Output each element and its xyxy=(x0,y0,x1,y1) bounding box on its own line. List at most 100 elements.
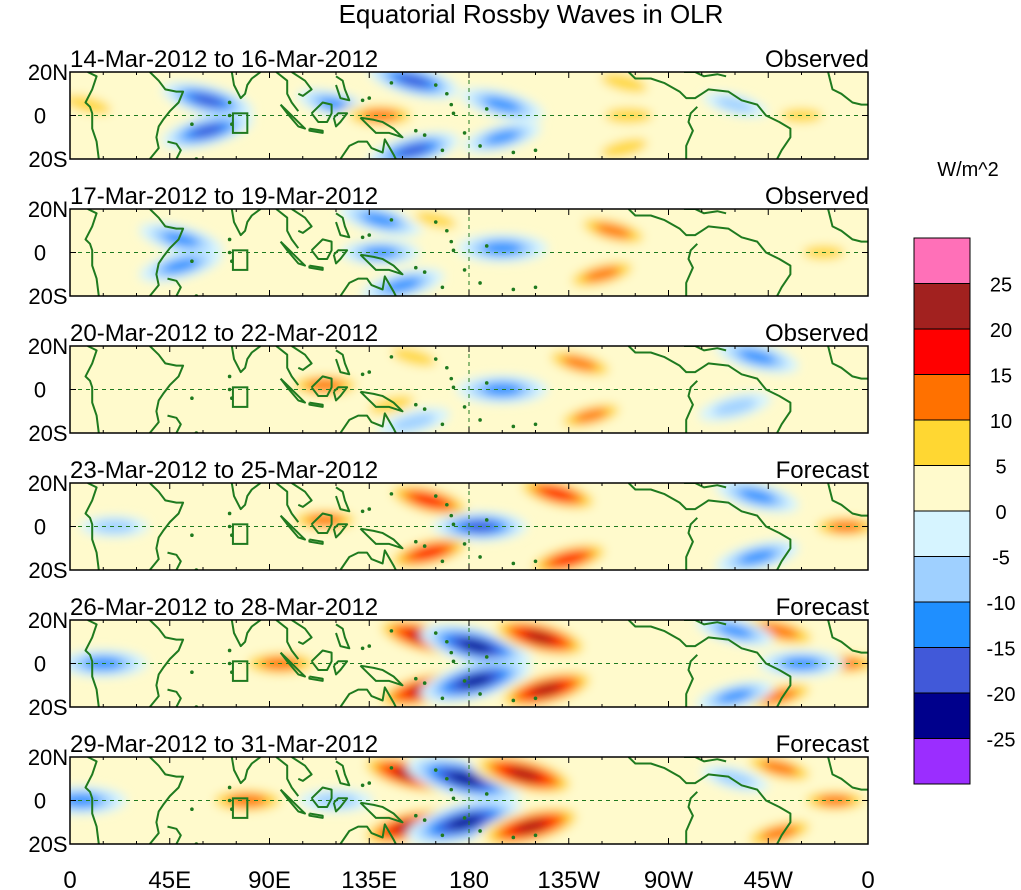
coastline xyxy=(230,620,262,648)
olr-anomaly-positive xyxy=(594,223,632,239)
colorbar-label: -20 xyxy=(987,684,1016,706)
y-tick-label: 0 xyxy=(34,378,46,403)
island xyxy=(422,407,427,411)
coastline xyxy=(279,651,306,678)
olr-anomaly-positive xyxy=(601,73,648,93)
island xyxy=(190,396,194,401)
colorbar-swatch xyxy=(913,374,971,421)
island xyxy=(462,679,467,683)
island xyxy=(449,239,454,244)
olr-anomaly-negative xyxy=(715,96,755,113)
island xyxy=(422,133,427,137)
colorbar-label: 15 xyxy=(990,366,1012,388)
y-tick-label: 0 xyxy=(34,652,46,677)
coastline xyxy=(291,620,313,645)
olr-anomaly-negative xyxy=(459,639,492,653)
coastline xyxy=(827,757,868,791)
island xyxy=(389,492,394,496)
olr-anomaly-negative xyxy=(383,277,422,293)
coastline xyxy=(84,757,100,844)
coastline xyxy=(359,664,404,687)
panel-status: Observed xyxy=(765,183,869,210)
olr-anomaly-negative xyxy=(717,689,753,704)
coastline xyxy=(230,72,262,100)
coastline xyxy=(335,623,351,650)
coastline xyxy=(627,483,792,570)
coastline xyxy=(684,620,727,626)
olr-anomaly-positive xyxy=(541,487,574,501)
olr-anomaly-negative xyxy=(191,124,224,138)
island xyxy=(478,418,482,422)
coastline xyxy=(308,401,324,408)
colorbar-label: -15 xyxy=(987,639,1016,661)
coastline xyxy=(275,483,300,523)
coastline xyxy=(332,249,349,265)
island xyxy=(533,422,538,427)
island xyxy=(440,559,445,564)
olr-anomaly-positive xyxy=(828,520,864,533)
olr-anomaly-negative xyxy=(714,770,756,787)
coastline xyxy=(84,483,100,570)
island xyxy=(511,835,516,840)
index-box xyxy=(231,249,249,271)
island xyxy=(449,376,454,381)
coastline xyxy=(230,346,262,374)
x-tick-label: 0 xyxy=(63,867,76,890)
coastline xyxy=(84,620,100,707)
colorbar: 25 20 15 10 5 0 -5 -10 -15 -20 -25 xyxy=(913,237,1016,785)
coastline xyxy=(291,346,313,371)
coastline xyxy=(310,512,333,534)
olr-anomaly-negative xyxy=(738,549,776,565)
coastline xyxy=(339,275,397,296)
island xyxy=(451,385,456,390)
olr-anomaly-negative xyxy=(362,246,399,259)
island xyxy=(445,365,449,370)
island xyxy=(360,783,365,788)
olr-anomaly-positive xyxy=(412,493,446,507)
coastline xyxy=(230,483,262,511)
olr-anomaly-positive xyxy=(561,356,598,371)
colorbar-swatch xyxy=(913,601,971,648)
olr-anomaly-negative xyxy=(162,232,200,247)
colorbar-swatch xyxy=(913,328,971,375)
island xyxy=(440,833,445,838)
island xyxy=(449,513,454,518)
coastline xyxy=(275,346,300,386)
coastline xyxy=(167,277,182,296)
island xyxy=(440,422,445,427)
colorbar-swatch xyxy=(913,510,971,557)
coastline xyxy=(332,386,349,402)
island xyxy=(478,555,482,559)
olr-anomaly-negative xyxy=(162,258,200,273)
coastline xyxy=(339,412,397,433)
olr-anomaly-negative xyxy=(191,93,224,107)
x-tick-label: 45E xyxy=(148,867,191,890)
coastline xyxy=(149,620,185,707)
island xyxy=(227,785,232,790)
panel-dates: 26-Mar-2012 to 28-Mar-2012 xyxy=(70,594,378,621)
coastlines xyxy=(84,72,868,159)
island xyxy=(190,670,194,674)
olr-anomaly-positive xyxy=(515,820,547,833)
panel-status: Observed xyxy=(765,320,869,347)
x-tick-label: 0 xyxy=(861,867,874,890)
y-tick-label: 20N xyxy=(28,197,68,222)
island xyxy=(440,285,445,290)
y-tick-label: 0 xyxy=(34,789,46,814)
island xyxy=(440,696,445,701)
island xyxy=(445,91,449,96)
panel-5: 20N 0 20S 26-Mar-2012 to 28-Mar-2012 Forecas… xyxy=(28,594,870,720)
coastline xyxy=(310,101,333,123)
index-box xyxy=(231,112,249,134)
colorbar-swatch xyxy=(913,283,971,330)
island xyxy=(360,372,365,377)
island xyxy=(451,522,456,527)
island xyxy=(533,833,538,838)
island xyxy=(433,768,438,772)
coastline xyxy=(335,760,351,787)
chart-title: Equatorial Rossby Waves in OLR xyxy=(339,0,724,29)
island xyxy=(445,228,449,233)
coastline xyxy=(275,209,300,249)
index-box xyxy=(231,797,249,819)
island xyxy=(190,533,194,537)
